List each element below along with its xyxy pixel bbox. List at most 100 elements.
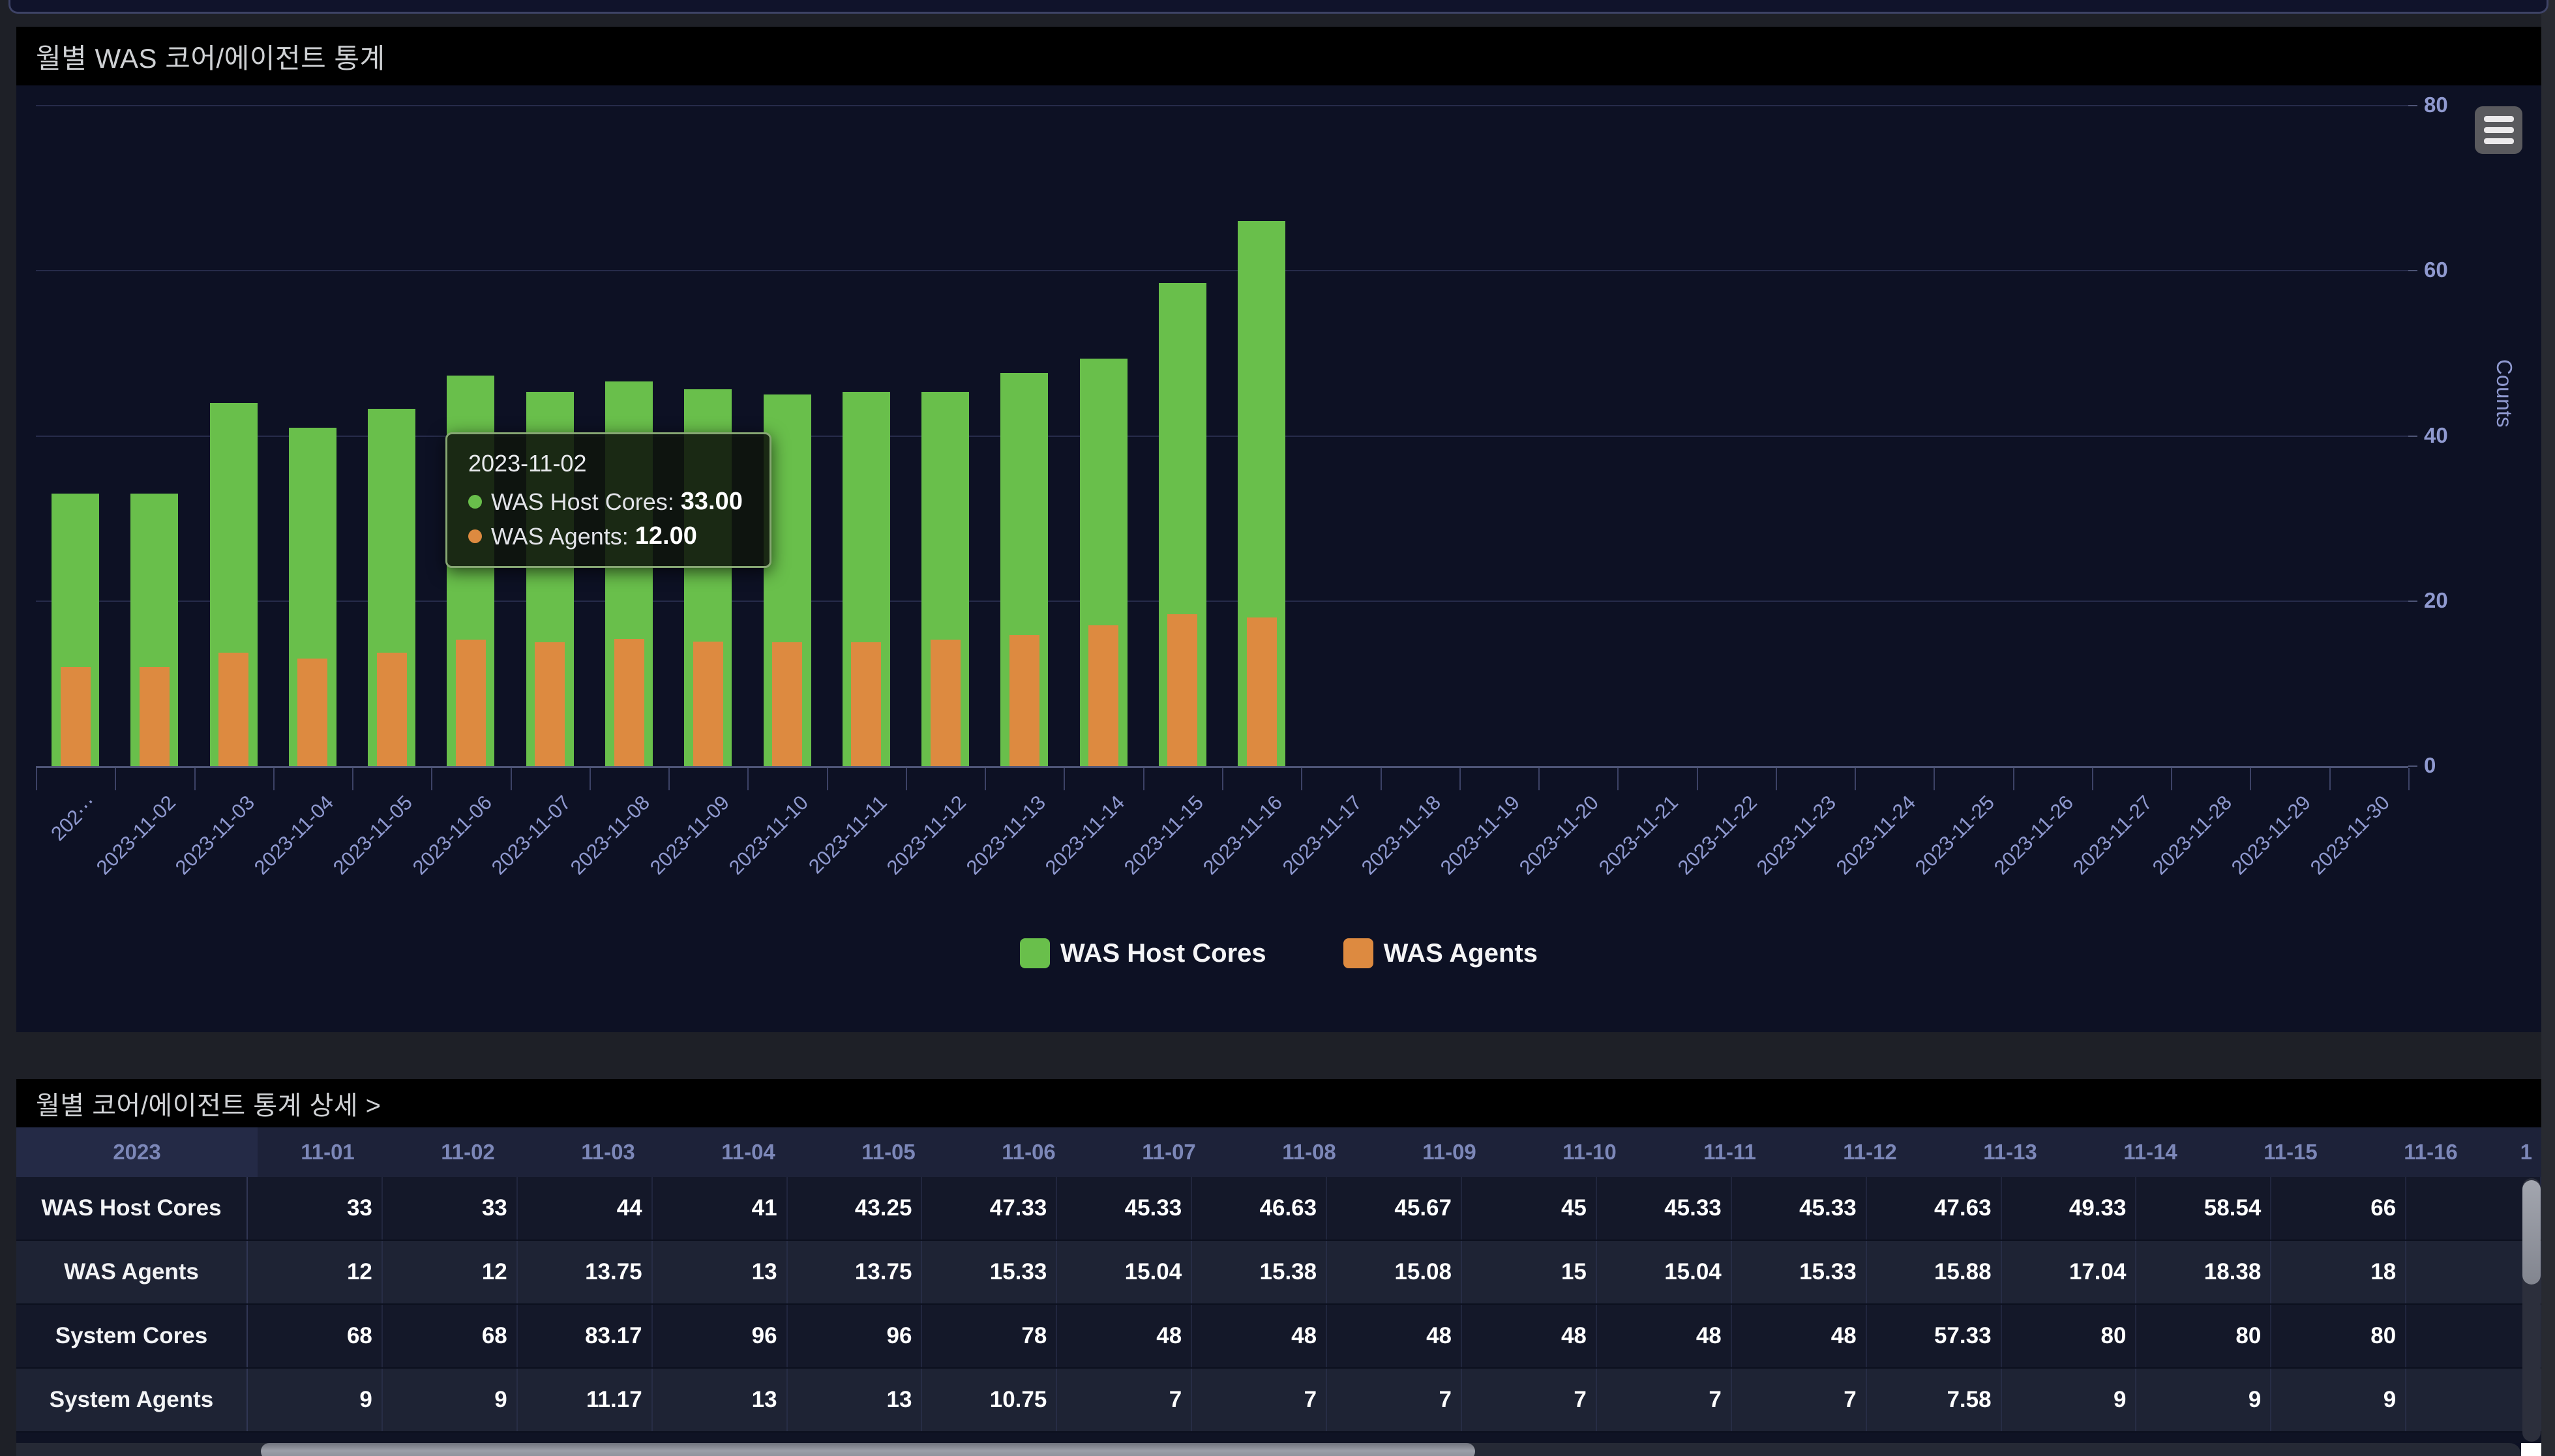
series-dot-icon — [468, 529, 482, 543]
agents-bar[interactable] — [693, 642, 723, 766]
horizontal-scrollbar-thumb[interactable] — [261, 1443, 1475, 1456]
value-cell-partial — [2406, 1177, 2541, 1240]
value-cell: 68 — [248, 1305, 383, 1367]
x-axis-tick — [1696, 768, 1698, 790]
agents-bar[interactable] — [218, 652, 249, 766]
agents-bar[interactable] — [1088, 625, 1119, 766]
value-cell: 13.75 — [788, 1241, 923, 1303]
x-axis-tick — [589, 768, 591, 790]
value-cell: 7 — [1732, 1369, 1867, 1431]
table-row: System Agents 9 9 11.17 13 13 10.75 7 7 7 7 7 7 7.58 9… — [16, 1369, 2541, 1433]
x-axis-tick — [2012, 768, 2014, 790]
agents-bar[interactable] — [851, 642, 882, 766]
agents-bar[interactable] — [772, 642, 803, 766]
y-axis-tick-label: 40 — [2424, 423, 2448, 447]
header-cell-date: 11-07 — [1099, 1127, 1239, 1177]
value-cell: 45.67 — [1327, 1177, 1462, 1240]
y-axis-title: Counts — [2492, 359, 2517, 428]
legend-swatch-orange — [1343, 938, 1373, 968]
value-cell: 45 — [1462, 1177, 1597, 1240]
agents-bar[interactable] — [60, 667, 91, 766]
value-cell: 18 — [2271, 1241, 2407, 1303]
value-cell: 45.33 — [1057, 1177, 1193, 1240]
chart-panel: 월별 WAS 코어/에이전트 통계 Counts WAS Host Cores … — [16, 27, 2541, 1032]
header-cell-date: 11-06 — [959, 1127, 1099, 1177]
x-axis-label: 2023-11-09 — [645, 791, 734, 880]
value-cell: 7 — [1327, 1369, 1462, 1431]
agents-bar[interactable] — [1009, 634, 1039, 766]
value-cell: 78 — [922, 1305, 1058, 1367]
value-cell: 15.33 — [922, 1241, 1058, 1303]
x-axis-label: 2023-11-25 — [1910, 791, 1999, 880]
value-cell-partial — [2406, 1241, 2541, 1303]
x-axis-label: 2023-11-17 — [1278, 791, 1366, 880]
value-cell: 80 — [2271, 1305, 2407, 1367]
value-cell: 9 — [383, 1369, 518, 1431]
y-axis-tick-label: 20 — [2424, 587, 2448, 612]
agents-bar[interactable] — [1246, 617, 1277, 766]
agents-bar[interactable] — [930, 639, 961, 766]
page-right-gutter — [2541, 0, 2555, 1456]
grid-line — [36, 270, 2408, 272]
x-axis-tick — [905, 768, 907, 790]
x-axis-label: 2023-11-08 — [565, 791, 655, 880]
value-cell: 7 — [1597, 1369, 1732, 1431]
x-axis-label: 2023-11-02 — [91, 791, 180, 880]
value-cell: 41 — [653, 1177, 788, 1240]
value-cell: 18.38 — [2136, 1241, 2272, 1303]
tooltip-row: WAS Agents: 12.00 — [468, 522, 749, 550]
chart-tooltip: 2023-11-02 WAS Host Cores: 33.00 WAS Age… — [445, 432, 771, 568]
legend-item-agents[interactable]: WAS Agents — [1343, 938, 1538, 968]
value-cell: 33 — [248, 1177, 383, 1240]
value-cell: 80 — [2002, 1305, 2137, 1367]
row-label: WAS Agents — [16, 1241, 248, 1303]
header-cell-date: 11-10 — [1519, 1127, 1660, 1177]
x-axis-tick — [431, 768, 433, 790]
table-title-link[interactable]: 월별 코어/에이전트 통계 상세 > — [16, 1079, 2541, 1127]
x-axis-label: 2023-11-27 — [2069, 791, 2157, 880]
tooltip-value: 12.00 — [635, 522, 697, 550]
agents-bar[interactable] — [455, 639, 486, 766]
x-axis-label: 2023-11-18 — [1356, 791, 1445, 880]
header-cell-date: 11-11 — [1660, 1127, 1800, 1177]
header-cell-date: 11-09 — [1379, 1127, 1519, 1177]
agents-bar[interactable] — [535, 642, 565, 766]
value-cell: 15.38 — [1192, 1241, 1328, 1303]
value-cell: 48 — [1732, 1305, 1867, 1367]
value-cell: 15.33 — [1732, 1241, 1867, 1303]
x-axis-tick — [747, 768, 749, 790]
x-axis-tick — [826, 768, 828, 790]
x-axis-line — [36, 766, 2408, 768]
x-axis-label: 2023-11-26 — [1989, 791, 2078, 880]
chart-menu-button[interactable] — [2475, 106, 2522, 154]
table-title-bar: 월별 코어/에이전트 통계 상세 > — [16, 1079, 2541, 1127]
agents-bar[interactable] — [1167, 614, 1198, 766]
grid-line — [36, 600, 2408, 602]
value-cell: 15.88 — [1867, 1241, 2002, 1303]
scrollbar-corner — [2521, 1443, 2541, 1456]
legend-item-host-cores[interactable]: WAS Host Cores — [1020, 938, 1266, 968]
x-axis-label: 202⋯ — [46, 791, 101, 846]
chart-legend: WAS Host Cores WAS Agents — [16, 938, 2541, 968]
x-axis-label: 2023-11-03 — [170, 791, 259, 880]
y-axis-tick — [2408, 600, 2417, 602]
agents-bar[interactable] — [614, 639, 644, 766]
value-cell: 9 — [248, 1369, 383, 1431]
header-cell-date: 11-01 — [258, 1127, 398, 1177]
x-axis-label: 2023-11-04 — [249, 791, 338, 880]
x-axis-label: 2023-11-11 — [804, 791, 892, 878]
x-axis-tick — [1617, 768, 1619, 790]
agents-bar[interactable] — [139, 667, 170, 766]
legend-label: WAS Agents — [1383, 938, 1538, 968]
x-axis-label: 2023-11-13 — [961, 791, 1050, 880]
x-axis-label: 2023-11-05 — [329, 791, 417, 880]
x-axis-tick — [1538, 768, 1540, 790]
agents-bar[interactable] — [376, 652, 407, 766]
agents-bar[interactable] — [297, 659, 328, 766]
x-axis-label: 2023-11-06 — [408, 791, 496, 880]
value-cell: 12 — [248, 1241, 383, 1303]
vertical-scrollbar-thumb[interactable] — [2522, 1180, 2541, 1285]
x-axis-label: 2023-11-14 — [1040, 791, 1129, 880]
value-cell: 96 — [788, 1305, 923, 1367]
value-cell-partial — [2406, 1305, 2541, 1367]
